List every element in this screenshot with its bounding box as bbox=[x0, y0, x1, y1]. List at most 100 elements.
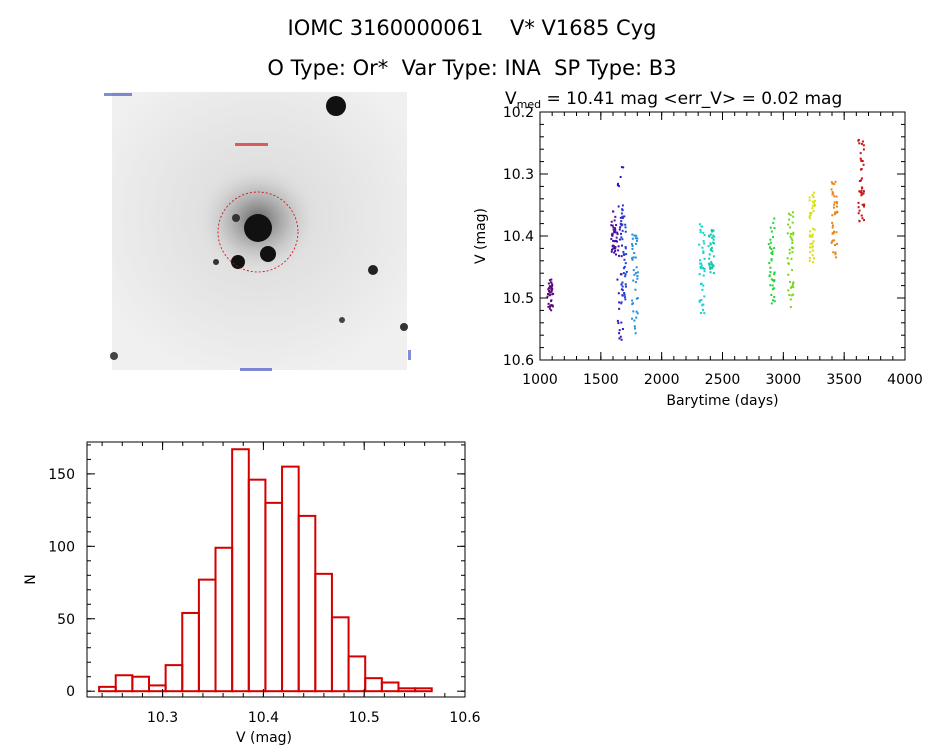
x-tick-label: 10.5 bbox=[349, 710, 380, 726]
data-point bbox=[771, 250, 774, 253]
data-point bbox=[808, 235, 811, 238]
data-point bbox=[769, 238, 772, 241]
histogram-bar bbox=[98, 685, 117, 693]
data-point bbox=[622, 250, 625, 253]
data-point bbox=[635, 239, 638, 242]
data-point bbox=[833, 201, 836, 204]
histogram-bar bbox=[247, 478, 267, 693]
data-point bbox=[773, 300, 776, 303]
data-point bbox=[624, 275, 627, 278]
x-axis-label: V (mag) bbox=[236, 730, 292, 746]
data-point bbox=[790, 237, 793, 240]
data-point bbox=[616, 233, 619, 236]
data-point bbox=[858, 142, 861, 145]
data-point bbox=[617, 205, 620, 208]
data-point bbox=[710, 266, 713, 269]
data-point bbox=[860, 160, 863, 163]
data-point bbox=[615, 224, 618, 227]
data-point bbox=[619, 175, 622, 178]
data-point bbox=[862, 205, 865, 208]
data-point bbox=[861, 193, 864, 196]
data-point bbox=[632, 302, 635, 305]
data-point bbox=[859, 179, 862, 182]
data-point bbox=[615, 236, 618, 239]
histogram-bar bbox=[231, 448, 250, 693]
data-point bbox=[624, 298, 627, 301]
data-point bbox=[701, 304, 704, 307]
data-point bbox=[619, 216, 622, 219]
data-point bbox=[550, 289, 553, 292]
data-point bbox=[634, 237, 637, 240]
data-point bbox=[772, 236, 775, 239]
data-point bbox=[630, 243, 633, 246]
data-point bbox=[618, 337, 621, 340]
x-tick-label: 4000 bbox=[887, 372, 923, 388]
data-point bbox=[811, 233, 814, 236]
data-point bbox=[860, 177, 863, 180]
data-point bbox=[611, 224, 614, 227]
data-point bbox=[703, 267, 706, 270]
data-point bbox=[612, 247, 615, 250]
data-point bbox=[616, 319, 619, 322]
data-point bbox=[832, 230, 835, 233]
data-point bbox=[548, 290, 551, 293]
data-point bbox=[792, 233, 795, 236]
data-point bbox=[707, 262, 710, 265]
data-point bbox=[633, 319, 636, 322]
data-point bbox=[832, 192, 835, 195]
data-point bbox=[811, 204, 814, 207]
data-point bbox=[770, 248, 773, 251]
data-point bbox=[769, 271, 772, 274]
data-point bbox=[631, 244, 634, 247]
data-point bbox=[771, 288, 774, 291]
data-series-5 bbox=[698, 223, 706, 315]
data-point bbox=[612, 228, 615, 231]
data-point bbox=[810, 211, 813, 214]
data-point bbox=[699, 231, 702, 234]
x-axis-label: Barytime (days) bbox=[666, 393, 778, 409]
data-point bbox=[624, 262, 627, 265]
histogram-bar bbox=[264, 501, 284, 693]
data-point bbox=[787, 262, 790, 265]
data-point bbox=[860, 186, 863, 189]
data-point bbox=[701, 288, 704, 291]
data-series-6 bbox=[707, 229, 716, 275]
data-point bbox=[808, 259, 811, 262]
data-point bbox=[702, 250, 705, 253]
data-point bbox=[618, 332, 621, 335]
data-point bbox=[770, 278, 773, 281]
histogram-bar bbox=[397, 687, 417, 693]
data-point bbox=[614, 250, 617, 253]
data-point bbox=[619, 232, 622, 235]
data-point bbox=[769, 226, 772, 229]
data-point bbox=[834, 211, 837, 214]
data-point bbox=[712, 234, 715, 237]
data-point bbox=[770, 259, 773, 262]
data-point bbox=[702, 308, 705, 311]
data-point bbox=[810, 235, 813, 238]
data-point bbox=[620, 212, 623, 215]
data-point bbox=[703, 242, 706, 245]
data-point bbox=[700, 264, 703, 267]
histogram-bar bbox=[330, 616, 350, 693]
data-point bbox=[791, 242, 794, 245]
data-point bbox=[698, 300, 701, 303]
data-point bbox=[624, 247, 627, 250]
data-point bbox=[621, 328, 624, 331]
data-point bbox=[860, 191, 863, 194]
histogram-bar bbox=[214, 546, 234, 693]
data-point bbox=[834, 251, 837, 254]
data-point bbox=[860, 189, 863, 192]
data-point bbox=[635, 316, 638, 319]
data-point bbox=[549, 304, 552, 307]
data-point bbox=[620, 255, 623, 258]
data-point bbox=[547, 302, 550, 305]
data-point bbox=[790, 285, 793, 288]
data-series-0 bbox=[546, 278, 555, 312]
data-point bbox=[548, 307, 551, 310]
data-point bbox=[860, 194, 863, 197]
data-point bbox=[830, 188, 833, 191]
data-point bbox=[811, 235, 814, 238]
histogram-bar bbox=[314, 572, 333, 693]
